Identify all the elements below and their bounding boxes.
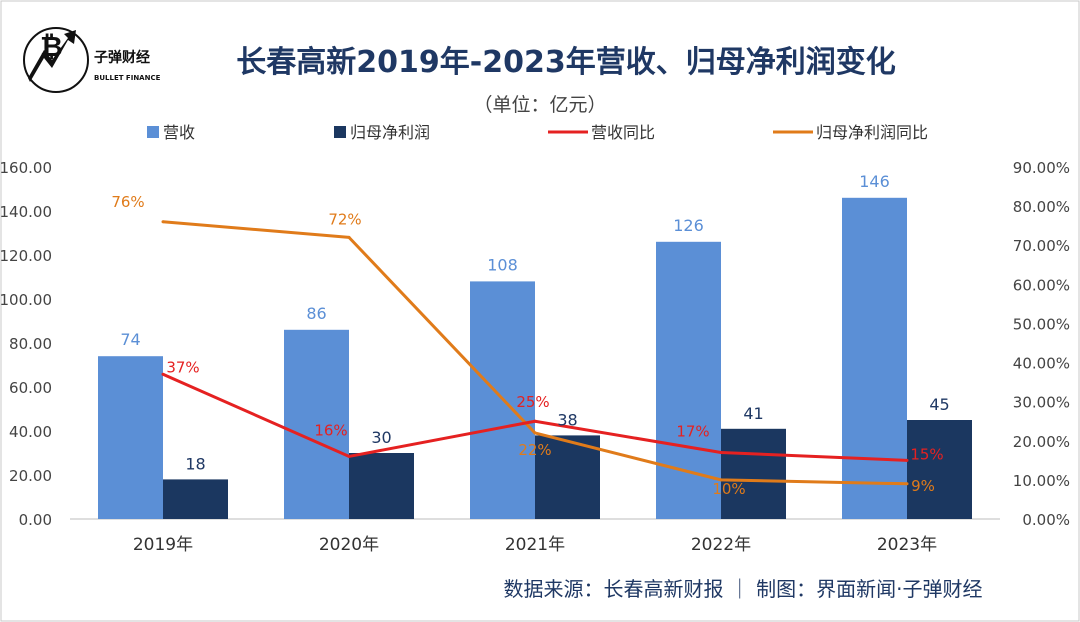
point-profit-yoy (347, 235, 351, 239)
logo-bitcoin-icon: ₿ (40, 30, 63, 63)
right-axis-tick-label: 30.00% (1013, 394, 1070, 412)
bar-revenue (284, 329, 349, 519)
right-axis-tick-label: 90.00% (1013, 159, 1070, 177)
data-label-net-profit: 30 (371, 428, 391, 447)
legend-label-profit-yoy: 归母净利润同比 (816, 123, 928, 142)
source-note: 数据来源：长春高新财报 ｜ 制图：界面新闻·子弹财经 (503, 577, 982, 601)
point-revenue-yoy (905, 458, 909, 462)
logo-tagline: BULLET FINANCE (94, 74, 161, 82)
right-axis-tick-label: 60.00% (1013, 276, 1070, 294)
chart-title: 长春高新2019年-2023年营收、归母净利润变化 (236, 45, 895, 80)
data-label-profit-yoy: 72% (328, 210, 361, 228)
left-axis-tick-label: 160.00 (0, 159, 52, 177)
data-label-revenue-yoy: 15% (910, 445, 943, 463)
legend-label-revenue-yoy: 营收同比 (591, 123, 655, 142)
left-axis-tick-label: 140.00 (0, 203, 52, 221)
x-axis-tick-label: 2022年 (691, 535, 751, 555)
x-axis-ticks: 2019年 2020年 2021年 2022年 2023年 (133, 535, 937, 555)
data-label-revenue-yoy: 16% (314, 421, 347, 439)
left-axis-ticks: 0.00 20.00 40.00 60.00 80.00 100.00 120.00 140.… (0, 159, 52, 529)
data-label-net-profit: 18 (185, 454, 205, 473)
bar-net-profit (535, 435, 600, 519)
x-axis-tick-label: 2023年 (877, 535, 937, 555)
point-revenue-yoy (347, 454, 351, 458)
x-axis-tick-label: 2020年 (319, 535, 379, 555)
left-axis-tick-label: 20.00 (9, 467, 52, 485)
brand-logo: ₿ 子弹财经 BULLET FINANCE (23, 27, 161, 93)
point-profit-yoy (161, 220, 165, 224)
data-label-profit-yoy: 10% (712, 480, 745, 498)
right-axis-tick-label: 20.00% (1013, 433, 1070, 451)
legend-swatch-revenue (147, 126, 159, 138)
right-axis-tick-label: 0.00% (1022, 511, 1070, 529)
point-profit-yoy (533, 431, 537, 435)
point-revenue-yoy (161, 372, 165, 376)
legend-label-profit: 归母净利润 (350, 123, 430, 142)
data-label-revenue: 86 (306, 304, 326, 323)
legend-label-revenue: 营收 (163, 123, 195, 142)
logo-rocket-icon (28, 30, 76, 82)
data-label-revenue: 146 (859, 172, 890, 191)
data-labels: 74 18 86 30 108 38 126 41 146 45 37% 16% 25% 17% 15% 76… (111, 172, 949, 498)
data-label-revenue-yoy: 37% (166, 358, 199, 376)
point-revenue-yoy (533, 419, 537, 423)
data-label-net-profit: 41 (743, 404, 763, 423)
bar-net-profit (349, 453, 414, 519)
right-axis-tick-label: 70.00% (1013, 237, 1070, 255)
right-axis-tick-label: 80.00% (1013, 198, 1070, 216)
data-label-revenue: 74 (120, 330, 140, 349)
left-axis-tick-label: 80.00 (9, 335, 52, 353)
point-profit-yoy (719, 478, 723, 482)
x-axis-tick-label: 2019年 (133, 535, 193, 555)
right-axis-tick-label: 10.00% (1013, 472, 1070, 490)
data-label-net-profit: 45 (929, 395, 949, 414)
data-label-profit-yoy: 76% (111, 193, 144, 211)
data-label-revenue-yoy: 17% (676, 423, 709, 441)
bar-revenue (842, 197, 907, 520)
left-axis-tick-label: 60.00 (9, 379, 52, 397)
line-series (161, 220, 909, 486)
data-label-revenue: 108 (487, 255, 518, 274)
left-axis-tick-label: 100.00 (0, 291, 52, 309)
data-label-profit-yoy: 22% (518, 441, 551, 459)
bar-revenue (98, 356, 163, 519)
data-label-revenue-yoy: 25% (516, 393, 549, 411)
logo-name: 子弹财经 (94, 49, 150, 66)
x-axis-tick-label: 2021年 (505, 535, 565, 555)
data-label-revenue: 126 (673, 216, 704, 235)
chart-legend: 营收 归母净利润 营收同比 归母净利润同比 (147, 123, 928, 142)
legend-swatch-profit (334, 126, 346, 138)
bar-net-profit (907, 420, 972, 519)
point-revenue-yoy (719, 451, 723, 455)
left-axis-tick-label: 0.00 (19, 511, 52, 529)
right-axis-ticks: 0.00% 10.00% 20.00% 30.00% 40.00% 50.00% 60.00… (1013, 159, 1070, 529)
data-label-net-profit: 38 (557, 410, 577, 429)
bar-net-profit (163, 479, 228, 519)
left-axis-tick-label: 120.00 (0, 247, 52, 265)
point-profit-yoy (905, 482, 909, 486)
right-axis-tick-label: 50.00% (1013, 315, 1070, 333)
right-axis-tick-label: 40.00% (1013, 355, 1070, 373)
chart-subtitle: （单位：亿元） (473, 94, 606, 116)
left-axis-tick-label: 40.00 (9, 423, 52, 441)
bar-series (98, 197, 972, 520)
bar-net-profit (721, 428, 786, 519)
data-label-profit-yoy: 9% (911, 477, 935, 495)
